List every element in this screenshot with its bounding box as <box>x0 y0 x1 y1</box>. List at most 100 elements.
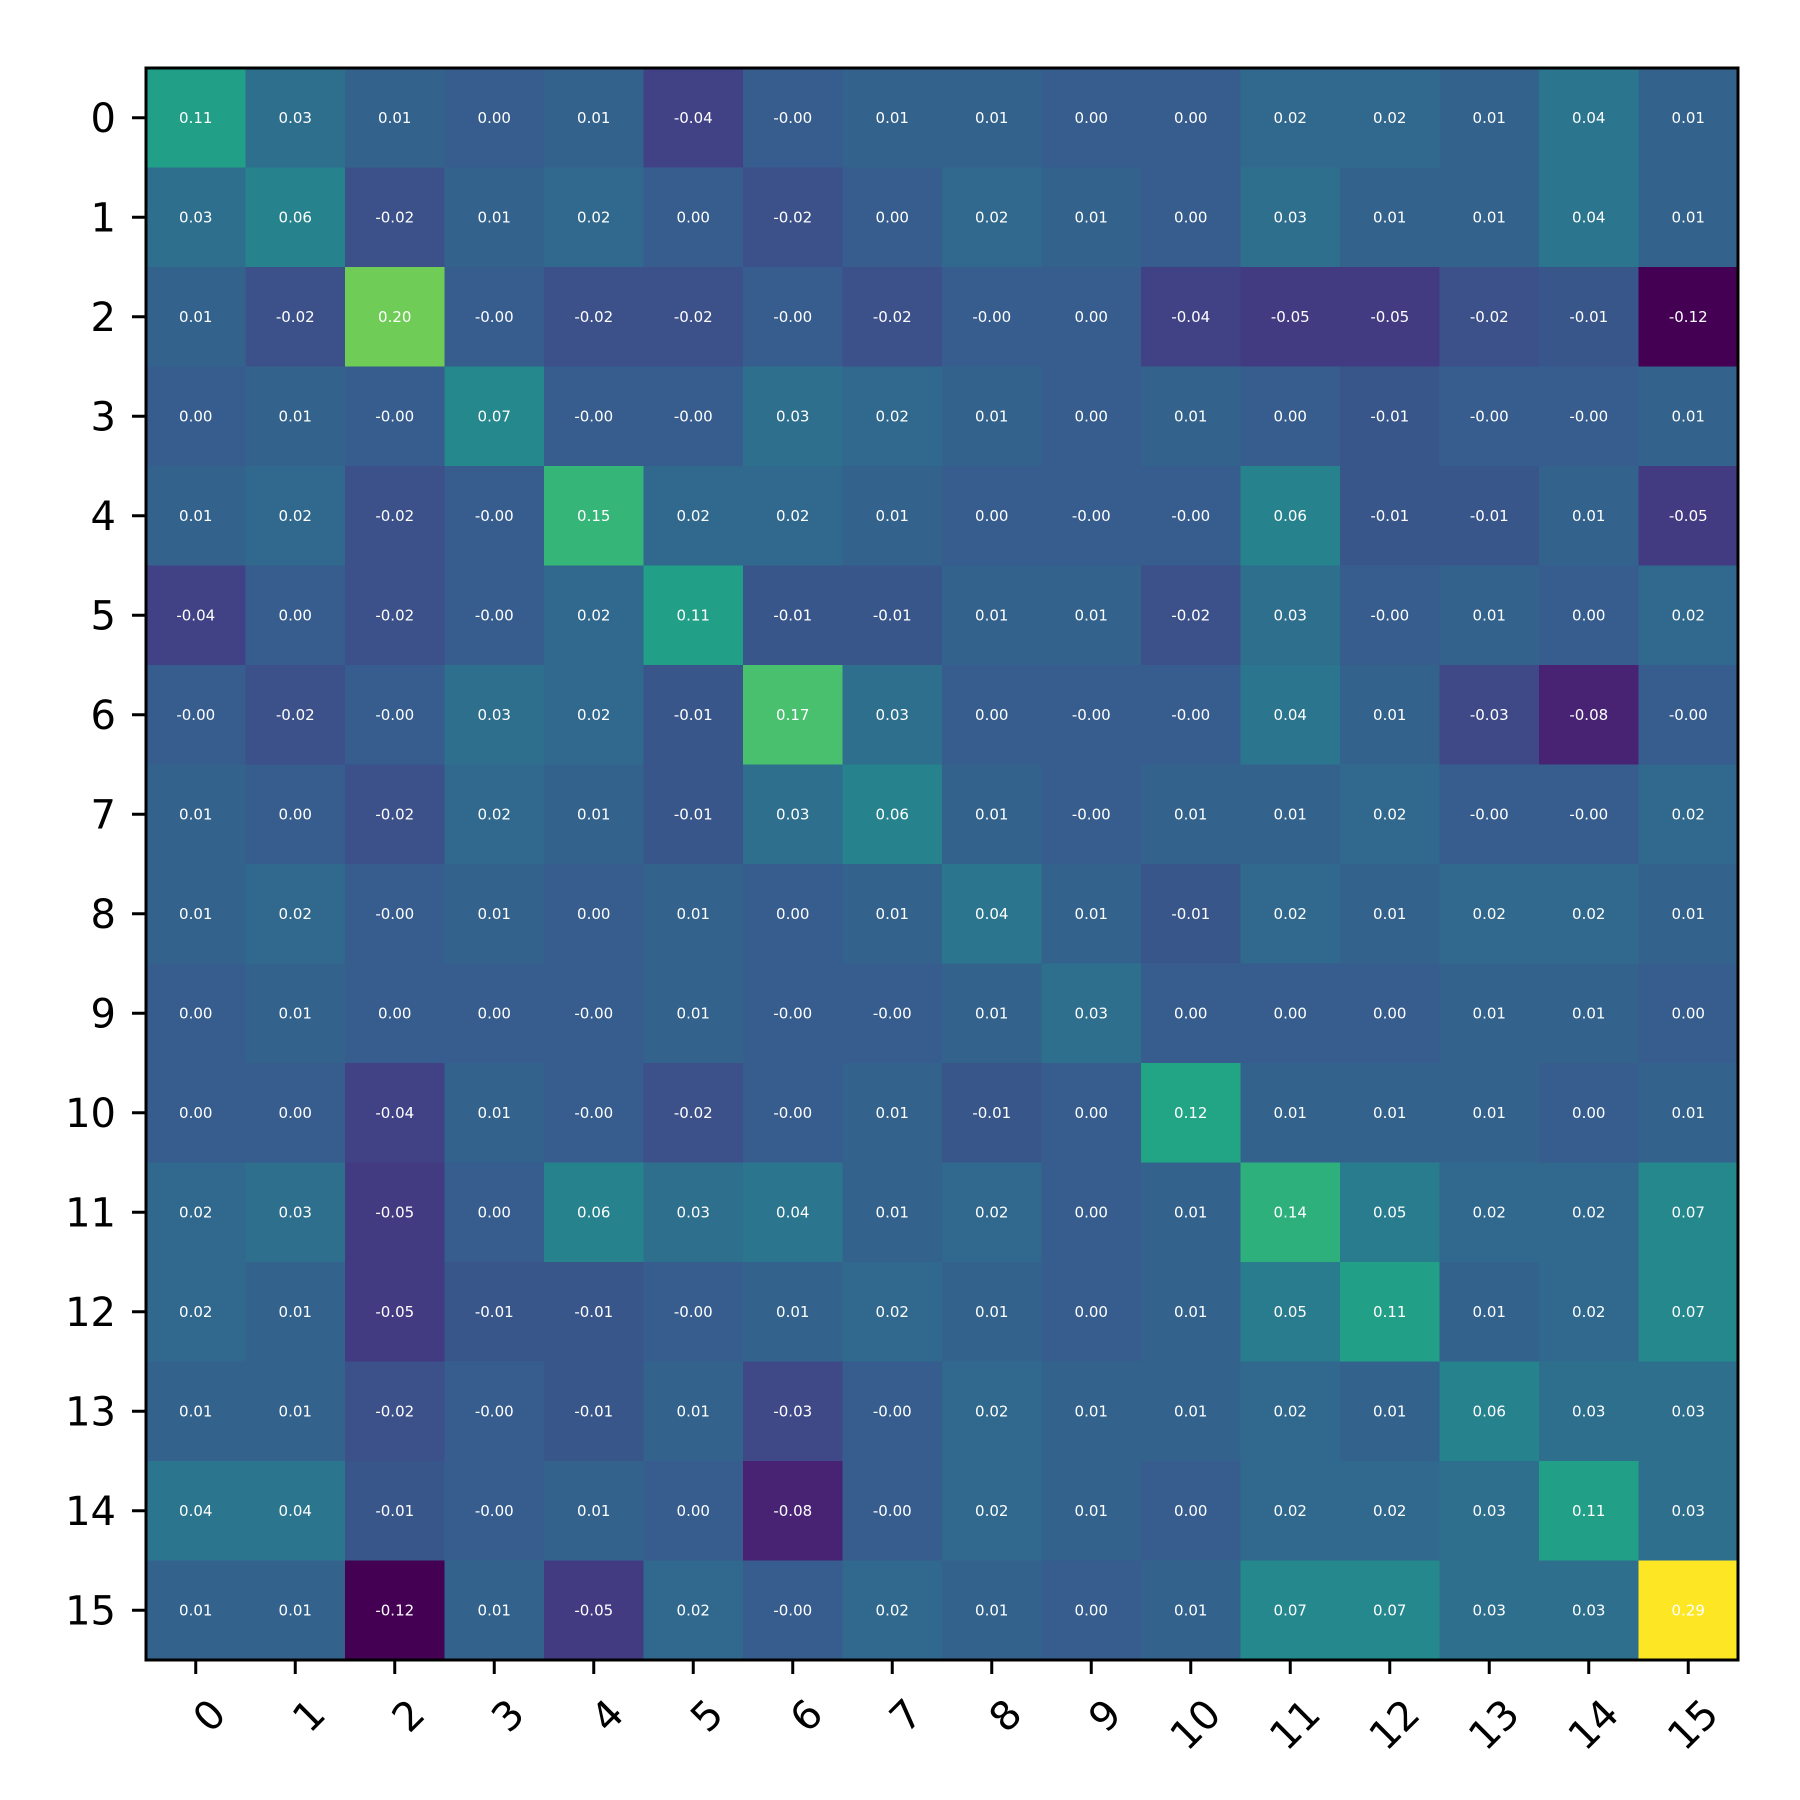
heatmap-cell-r2-c0 <box>146 267 247 368</box>
y-tick-label-6: 6 <box>91 693 116 739</box>
heatmap-cell-r8-c6 <box>743 864 844 965</box>
heatmap-cell-r6-c7 <box>842 665 943 766</box>
cell-value-label-r13-c7: -0.00 <box>873 1402 912 1420</box>
cell-value-label-r4-c5: 0.02 <box>677 507 710 525</box>
cell-value-label-r12-c9: 0.00 <box>1075 1303 1108 1321</box>
cell-value-label-r3-c11: 0.00 <box>1274 407 1307 425</box>
cell-value-label-r12-c3: -0.01 <box>475 1303 514 1321</box>
heatmap-cell-r0-c13 <box>1439 68 1540 169</box>
heatmap-cell-r4-c0 <box>146 466 247 567</box>
y-tick-label-4: 4 <box>91 494 116 540</box>
heatmap-cell-r15-c0 <box>146 1560 247 1661</box>
heatmap-cell-r15-c12 <box>1340 1560 1441 1661</box>
heatmap-cell-r11-c2 <box>345 1162 446 1263</box>
cell-value-label-r4-c3: -0.00 <box>475 507 514 525</box>
heatmap-cell-r15-c7 <box>842 1560 943 1661</box>
cell-value-label-r2-c1: -0.02 <box>276 308 315 326</box>
cell-value-label-r12-c4: -0.01 <box>574 1303 613 1321</box>
cell-value-label-r14-c9: 0.01 <box>1075 1502 1108 1520</box>
heatmap-cell-r11-c12 <box>1340 1162 1441 1263</box>
cell-value-label-r1-c12: 0.01 <box>1373 208 1406 226</box>
x-tick-label-9: 9 <box>1080 1691 1131 1742</box>
heatmap-cell-r10-c1 <box>245 1063 346 1164</box>
cell-value-label-r0-c8: 0.01 <box>975 109 1008 127</box>
heatmap-cell-r7-c7 <box>842 764 943 865</box>
heatmap-cell-r9-c12 <box>1340 963 1441 1064</box>
cell-value-label-r10-c0: 0.00 <box>179 1104 212 1122</box>
cell-value-label-r0-c13: 0.01 <box>1473 109 1506 127</box>
cell-value-label-r8-c14: 0.02 <box>1572 905 1605 923</box>
heatmap-cell-r7-c5 <box>643 764 744 865</box>
heatmap-cell-r12-c10 <box>1141 1262 1242 1363</box>
cell-value-label-r11-c11: 0.14 <box>1274 1203 1307 1221</box>
heatmap-cell-r12-c7 <box>842 1262 943 1363</box>
cell-value-label-r14-c15: 0.03 <box>1672 1502 1705 1520</box>
cell-value-label-r5-c6: -0.01 <box>773 606 812 624</box>
heatmap-cell-r12-c12 <box>1340 1262 1441 1363</box>
y-tick-label-15: 15 <box>65 1588 116 1634</box>
x-tick-label-13: 13 <box>1460 1691 1529 1760</box>
cell-value-label-r9-c14: 0.01 <box>1572 1004 1605 1022</box>
y-tick-label-12: 12 <box>65 1290 116 1336</box>
cell-value-label-r6-c3: 0.03 <box>478 706 511 724</box>
heatmap-cell-r3-c12 <box>1340 366 1441 467</box>
heatmap-cell-r8-c1 <box>245 864 346 965</box>
cell-value-label-r9-c13: 0.01 <box>1473 1004 1506 1022</box>
heatmap-cell-r3-c3 <box>444 366 545 467</box>
heatmap-cell-r9-c1 <box>245 963 346 1064</box>
cell-value-label-r1-c11: 0.03 <box>1274 208 1307 226</box>
heatmap-cell-r10-c9 <box>1041 1063 1142 1164</box>
heatmap-cell-r1-c3 <box>444 167 545 268</box>
heatmap-cell-r14-c2 <box>345 1461 446 1562</box>
cell-value-label-r1-c4: 0.02 <box>577 208 610 226</box>
cell-value-label-r10-c11: 0.01 <box>1274 1104 1307 1122</box>
heatmap-cell-r15-c6 <box>743 1560 844 1661</box>
heatmap-cell-r9-c10 <box>1141 963 1242 1064</box>
cell-value-label-r8-c3: 0.01 <box>478 905 511 923</box>
heatmap-cell-r15-c5 <box>643 1560 744 1661</box>
heatmap-cell-r13-c13 <box>1439 1361 1540 1462</box>
cell-value-label-r1-c0: 0.03 <box>179 208 212 226</box>
heatmap-cell-r8-c14 <box>1539 864 1640 965</box>
heatmap-cell-r10-c12 <box>1340 1063 1441 1164</box>
heatmap-cell-r13-c5 <box>643 1361 744 1462</box>
heatmap-cell-r15-c9 <box>1041 1560 1142 1661</box>
heatmap-cell-r7-c10 <box>1141 764 1242 865</box>
cell-value-label-r15-c9: 0.00 <box>1075 1601 1108 1619</box>
heatmap-cell-r8-c11 <box>1240 864 1341 965</box>
y-tick-label-13: 13 <box>65 1389 116 1435</box>
heatmap-cell-r4-c9 <box>1041 466 1142 567</box>
heatmap-cell-r12-c6 <box>743 1262 844 1363</box>
heatmap-cell-r4-c14 <box>1539 466 1640 567</box>
cell-value-label-r13-c13: 0.06 <box>1473 1402 1506 1420</box>
cell-value-label-r13-c15: 0.03 <box>1672 1402 1705 1420</box>
cell-value-label-r14-c2: -0.01 <box>375 1502 414 1520</box>
cell-value-label-r4-c6: 0.02 <box>776 507 809 525</box>
heatmap-cell-r4-c11 <box>1240 466 1341 567</box>
cell-value-label-r7-c12: 0.02 <box>1373 805 1406 823</box>
heatmap-cell-r9-c3 <box>444 963 545 1064</box>
heatmap-cell-r12-c11 <box>1240 1262 1341 1363</box>
heatmap-cell-r4-c2 <box>345 466 446 567</box>
cell-value-label-r7-c5: -0.01 <box>674 805 713 823</box>
heatmap-cell-r15-c13 <box>1439 1560 1540 1661</box>
cell-value-label-r6-c10: -0.00 <box>1171 706 1210 724</box>
y-tick-label-11: 11 <box>65 1190 116 1236</box>
cell-value-label-r10-c2: -0.04 <box>375 1104 414 1122</box>
heatmap-cell-r14-c5 <box>643 1461 744 1562</box>
cell-value-label-r0-c7: 0.01 <box>876 109 909 127</box>
x-tick-label-5: 5 <box>682 1691 733 1742</box>
cell-value-label-r5-c14: 0.00 <box>1572 606 1605 624</box>
cell-value-label-r2-c8: -0.00 <box>972 308 1011 326</box>
cell-value-label-r5-c13: 0.01 <box>1473 606 1506 624</box>
cell-value-label-r15-c10: 0.01 <box>1174 1601 1207 1619</box>
heatmap-cell-r10-c13 <box>1439 1063 1540 1164</box>
cell-value-label-r10-c10: 0.12 <box>1174 1104 1207 1122</box>
cell-value-label-r5-c1: 0.00 <box>279 606 312 624</box>
heatmap-cell-r13-c10 <box>1141 1361 1242 1462</box>
heatmap-cell-r3-c9 <box>1041 366 1142 467</box>
cell-value-label-r11-c0: 0.02 <box>179 1203 212 1221</box>
cell-value-label-r11-c5: 0.03 <box>677 1203 710 1221</box>
cell-value-label-r15-c0: 0.01 <box>179 1601 212 1619</box>
cell-value-label-r11-c13: 0.02 <box>1473 1203 1506 1221</box>
